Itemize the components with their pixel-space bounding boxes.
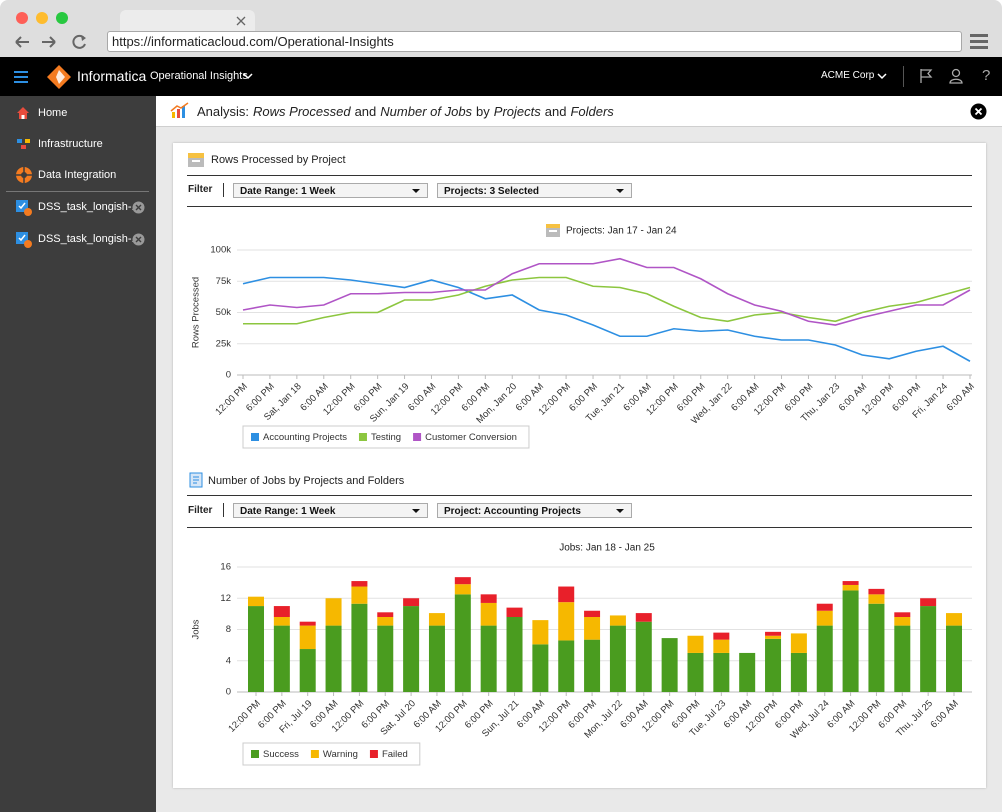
title-segment: Rows Processed [253,104,351,119]
dropdown[interactable]: Projects: 3 Selected [437,183,632,198]
sidebar-divider [6,191,149,192]
task-tab[interactable]: DSS_task_longish-... [0,195,156,219]
nav-label: Data Integration [38,169,117,181]
task-close[interactable] [132,201,145,214]
analysis-icon [170,102,189,118]
top-nav: Informatica Operational Insights ACME Co… [0,57,1002,96]
url-bar[interactable]: https://informaticacloud.com/Operational… [107,31,962,52]
analysis-card [173,143,986,788]
close-window[interactable] [16,12,28,24]
browser-menu[interactable] [969,32,989,50]
section-icon [188,153,204,167]
filter-label: Filter [188,505,213,516]
task-close[interactable] [132,233,145,246]
app-switcher[interactable]: Operational Insights [150,70,248,82]
chart-title-icon [546,224,560,237]
org-switcher[interactable]: ACME Corp [821,70,875,81]
section-rule [187,175,972,176]
filter-divider [223,503,224,517]
task-tab[interactable]: DSS_task_longish-... [0,227,156,251]
task-icon [16,200,32,216]
section-rule [187,495,972,496]
browser-nav-buttons[interactable] [12,32,92,52]
title-segment: Number of Jobs [380,104,473,119]
section-heading: Rows Processed by Project [211,154,346,166]
nav-home[interactable]: Home [0,101,156,125]
panel-header [156,96,1002,127]
section-rule [187,527,972,528]
title-segment: Folders [570,104,614,119]
maximize-window[interactable] [56,12,68,24]
nav-divider [903,66,904,87]
org-chevron[interactable] [877,72,887,80]
dropdown[interactable]: Date Range: 1 Week [233,183,428,198]
filter-label: Filter [188,184,213,195]
nav-infrastructure[interactable]: Infrastructure [0,132,156,156]
user-icon[interactable] [949,68,963,84]
brand-logo [47,65,71,89]
title-segment: by [476,104,490,119]
flag-icon[interactable] [919,68,933,84]
section-rule [187,206,972,207]
tab-close[interactable] [236,16,246,26]
home-icon [17,107,29,119]
minimize-window[interactable] [36,12,48,24]
nav-label: Home [38,107,68,119]
nav-label: Infrastructure [38,138,103,150]
browser-chrome: https://informaticacloud.com/Operational… [0,0,1002,57]
task-icon [16,232,32,248]
infrastructure-icon [17,139,30,149]
panel-title: Analysis: Rows Processed and Number of Jobs… [197,104,614,119]
section-heading: Number of Jobs by Projects and Folders [208,475,405,487]
title-segment: and [544,104,567,119]
title-segment: Analysis: [197,104,250,119]
browser-tab[interactable] [120,10,255,32]
filter-divider [223,183,224,197]
panel-close[interactable] [970,103,987,120]
title-segment: and [354,104,377,119]
help-button[interactable]: ? [982,67,991,84]
title-segment: Projects [493,104,541,119]
dropdown[interactable]: Project: Accounting Projects [437,503,632,518]
task-label: DSS_task_longish-... [38,233,141,245]
sidebar: Home Infrastructure Data Integration DSS… [0,96,156,812]
task-label: DSS_task_longish-... [38,201,141,213]
app-chevron[interactable] [243,72,253,80]
section-icon [189,472,203,488]
menu-icon[interactable] [14,70,30,84]
brand-name: Informatica [77,68,147,84]
dropdown[interactable]: Date Range: 1 Week [233,503,428,518]
nav-data-integration[interactable]: Data Integration [0,163,156,187]
data-integration-icon [16,167,32,183]
